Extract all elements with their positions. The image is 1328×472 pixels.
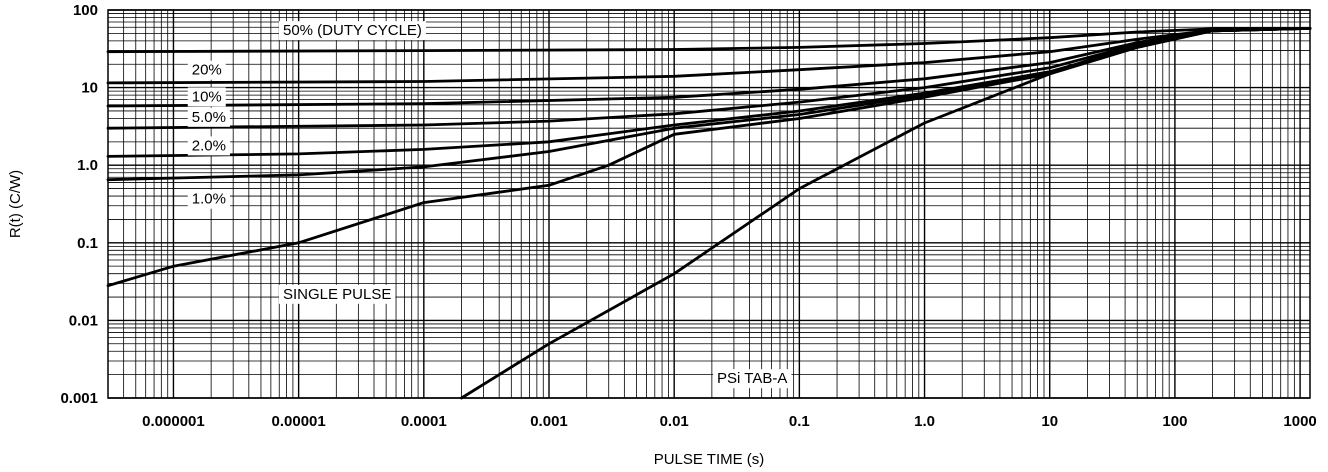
curve-label-bg-2 [187, 87, 226, 107]
x-axis-title: PULSE TIME (s) [654, 451, 765, 468]
series-line-0 [106, 27, 1312, 54]
x-tick-label-5: 0.1 [789, 413, 810, 430]
curve-label-1: 20% [192, 62, 222, 79]
curve-label-5: 1.0% [192, 191, 226, 208]
y-tick-label-5: 100 [73, 2, 98, 19]
x-tick-label-2: 0.0001 [401, 413, 447, 430]
curve-label-bg-4 [187, 136, 230, 156]
series-line-6 [106, 27, 1312, 288]
x-tick-label-4: 0.01 [660, 413, 689, 430]
curve-label-bg-5 [187, 189, 230, 209]
x-tick-label-1: 0.00001 [272, 413, 326, 430]
x-tick-label-8: 100 [1162, 413, 1187, 430]
y-tick-label-3: 1.0 [77, 157, 98, 174]
series-line-7 [460, 27, 1312, 400]
x-tick-labels: 0.000001 0.00001 0.0001 0.001 0.01 0.1 1.0 10 10… [142, 413, 1317, 430]
curve-labels: 50% (DUTY CYCLE) 20% 10% 5.0% 2.0% 1.0% SINGLE… [187, 21, 792, 389]
curve-label-bg-3 [187, 107, 230, 127]
plot-frame [107, 9, 1311, 399]
series-group [106, 27, 1312, 400]
curve-label-bg-6 [278, 284, 396, 304]
y-tick-label-4: 10 [81, 80, 98, 97]
x-tick-label-7: 10 [1041, 413, 1058, 430]
y-tick-label-1: 0.01 [69, 312, 98, 329]
curve-label-6: SINGLE PULSE [283, 286, 391, 303]
curve-label-3: 5.0% [192, 109, 226, 126]
y-tick-label-2: 0.1 [77, 235, 98, 252]
x-tick-label-9: 1000 [1283, 413, 1316, 430]
plot-grid [107, 9, 1310, 399]
x-tick-label-3: 0.001 [530, 413, 568, 430]
curve-label-bg-0 [278, 21, 426, 41]
curve-label-2: 10% [192, 88, 222, 105]
curve-label-bg-1 [187, 60, 226, 80]
x-tick-label-6: 1.0 [914, 413, 935, 430]
x-tick-label-0: 0.000001 [142, 413, 205, 430]
curve-label-7: PSi TAB-A [717, 370, 787, 387]
y-tick-labels: 0.001 0.01 0.1 1.0 10 100 [60, 2, 98, 407]
curve-label-bg-7 [713, 369, 792, 389]
curve-label-4: 2.0% [192, 137, 226, 154]
y-tick-label-0: 0.001 [60, 390, 98, 407]
curve-label-0: 50% (DUTY CYCLE) [283, 22, 422, 39]
y-axis-title: R(t) (C/W) [7, 170, 24, 238]
